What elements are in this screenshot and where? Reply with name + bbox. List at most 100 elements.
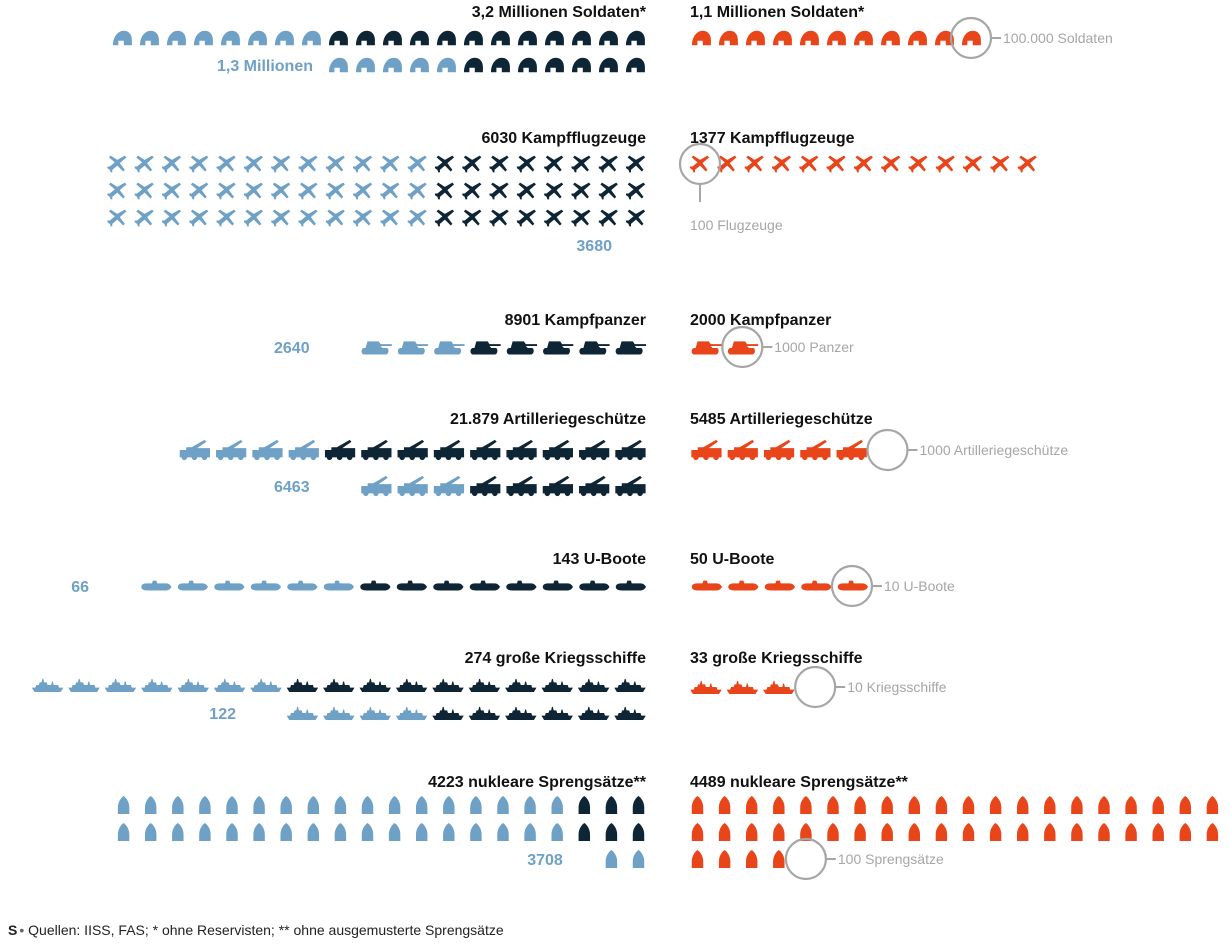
aircraft-left-unit	[353, 209, 373, 227]
warships-left-unit	[505, 678, 537, 692]
warships-left-unit	[614, 706, 646, 720]
warheads-left-unit	[588, 850, 591, 868]
warheads-right-unit	[745, 823, 758, 841]
tanks-left-unit	[543, 341, 574, 355]
warheads-left-unit	[605, 823, 618, 841]
soldiers-right-unit	[827, 30, 846, 46]
aircraft-left-unit	[640, 236, 646, 254]
aircraft-left-unit	[380, 209, 400, 227]
warheads-left-unit	[551, 796, 563, 814]
warships-left-unit	[250, 678, 282, 692]
soldiers-right-title: 1,1 Millionen Soldaten*	[690, 4, 865, 21]
artillery-left-unit	[506, 439, 537, 461]
aircraft-left-unit	[353, 182, 373, 200]
aircraft-right-title: 1377 Kampfflugzeuge	[690, 130, 855, 147]
artillery-left-unit	[324, 439, 356, 461]
warheads-left-unit	[470, 796, 482, 814]
footer-bullet: •	[19, 922, 25, 938]
warheads-right-unit-part	[800, 850, 812, 868]
warheads-left-unit	[172, 796, 184, 814]
soldiers-left-unit	[410, 57, 429, 73]
artillery-left-unit	[361, 439, 392, 461]
tanks-right-unit	[691, 341, 722, 355]
aircraft-highlight-label: 3680	[576, 238, 612, 255]
warheads-right-unit	[1016, 796, 1029, 814]
soldiers-left-unit	[194, 30, 213, 46]
aircraft-left-unit	[161, 155, 182, 173]
aircraft-left-unit	[134, 209, 154, 227]
warheads-left-unit	[144, 796, 157, 814]
soldiers-left-unit	[518, 57, 537, 73]
submarines-left-unit	[214, 580, 245, 591]
aircraft-left-unit	[325, 182, 345, 200]
submarines-right-unit	[837, 580, 868, 591]
tanks-left-unit	[397, 341, 429, 355]
warheads-right-unit	[989, 823, 1002, 841]
aircraft-left-unit	[107, 155, 127, 173]
source-note: Quellen: IISS, FAS; * ohne Reservisten; …	[28, 922, 504, 938]
aircraft-left-unit	[380, 182, 400, 200]
warheads-right-unit	[962, 796, 975, 814]
artillery-left-unit	[327, 475, 356, 497]
aircraft-left-unit	[516, 155, 536, 173]
aircraft-left-unit	[189, 155, 209, 173]
warheads-left-unit	[443, 823, 455, 841]
aircraft-right-unit	[881, 155, 901, 173]
soldiers-left-unit	[167, 30, 186, 46]
warships-left-unit	[177, 678, 209, 692]
warships-left-unit	[577, 678, 610, 692]
warheads-left-unit	[117, 823, 130, 841]
aircraft-left-unit	[434, 209, 455, 227]
soldiers-left-unit	[464, 57, 483, 73]
aircraft-left-unit	[216, 155, 236, 173]
warheads-left-unit	[497, 796, 509, 814]
aircraft-left-unit	[216, 182, 236, 200]
aircraft-right-unit	[826, 155, 846, 173]
warships-left-unit	[213, 678, 246, 692]
soldiers-left-unit	[545, 57, 564, 73]
submarines-unit-label: 10 U-Boote	[884, 578, 955, 594]
aircraft-left-unit	[243, 182, 263, 200]
aircraft-left-unit	[544, 209, 564, 227]
aircraft-left-unit	[626, 182, 646, 200]
warships-right-unit	[763, 680, 795, 694]
artillery-right-unit	[691, 439, 722, 461]
warheads-right-unit	[881, 796, 893, 814]
tanks-highlight-label: 2640	[274, 340, 310, 357]
aircraft-right-unit	[908, 155, 928, 173]
submarines-left-unit	[579, 580, 610, 591]
submarines-left-unit	[177, 580, 208, 591]
aircraft-left-unit	[544, 155, 564, 173]
warheads-right-unit	[745, 850, 758, 868]
soldiers-left-unit	[464, 30, 483, 46]
soldiers-right-unit	[746, 30, 765, 46]
aircraft-right-unit	[799, 155, 819, 173]
aircraft-left-unit	[161, 182, 182, 200]
submarines-left-unit	[433, 580, 464, 591]
aircraft-left-unit	[434, 155, 455, 173]
warheads-left-unit	[361, 796, 374, 814]
aircraft-left-unit	[489, 182, 509, 200]
soldiers-right-unit	[719, 30, 738, 46]
source-footer: S • Quellen: IISS, FAS; * ohne Reserviste…	[8, 922, 504, 938]
soldiers-left-unit	[626, 30, 645, 46]
submarines-left-unit	[250, 580, 281, 591]
submarines-left-unit	[141, 580, 172, 591]
tanks-left-unit	[615, 341, 646, 355]
warheads-right-unit	[773, 796, 785, 814]
submarines-right-unit	[764, 580, 795, 591]
warheads-left-unit	[280, 796, 292, 814]
warships-left-unit	[323, 678, 355, 692]
artillery-left-unit	[470, 439, 501, 461]
warheads-right-unit	[935, 796, 948, 814]
warheads-left-unit	[334, 796, 347, 814]
warships-left-unit	[68, 678, 100, 692]
aircraft-right-unit	[1044, 155, 1061, 173]
aircraft-left-unit	[107, 182, 127, 200]
aircraft-left-unit	[380, 155, 400, 173]
warheads-left-unit	[578, 796, 591, 814]
warheads-left-unit	[226, 823, 238, 841]
artillery-left-unit	[542, 439, 573, 461]
aircraft-left-unit	[325, 155, 345, 173]
